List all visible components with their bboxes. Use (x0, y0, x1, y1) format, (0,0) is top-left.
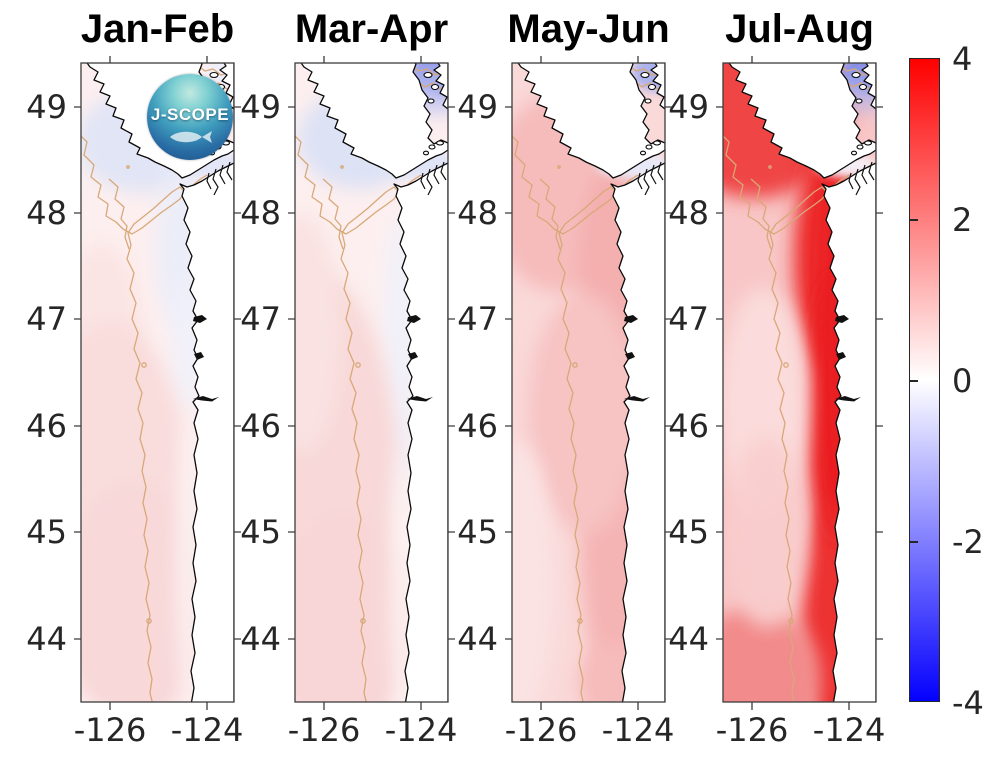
colorbar-tick (910, 541, 918, 543)
y-tick-label: 44 (240, 620, 281, 658)
colorbar (909, 58, 940, 702)
anomaly-map-mar-apr (287, 55, 456, 711)
y-tick-label: 44 (668, 620, 709, 658)
y-tick-label: 44 (457, 620, 498, 658)
jscope-logo-text: J-SCOPE (150, 105, 230, 124)
y-tick-label: 48 (240, 194, 281, 232)
y-tick-label: 47 (26, 300, 67, 338)
colorbar-tick-label: 2 (952, 201, 973, 239)
map-panel-jul-aug: Jul-Aug 49 48 47 46 45 44 -126 -124 (668, 7, 885, 749)
y-tick-label: 46 (26, 407, 67, 445)
x-tick-label: -124 (384, 711, 458, 749)
y-tick-label: 48 (668, 194, 709, 232)
x-tick-label: -126 (504, 711, 578, 749)
colorbar-tick (910, 219, 918, 221)
y-tick-label: 44 (26, 620, 67, 658)
anomaly-map-jan-feb (73, 55, 242, 711)
x-tick-label: -126 (715, 711, 789, 749)
y-tick-label: 48 (457, 194, 498, 232)
colorbar-tick (910, 380, 918, 382)
y-tick-label: 49 (240, 88, 281, 126)
y-tick-label: 46 (668, 407, 709, 445)
y-tick-label: 49 (26, 88, 67, 126)
y-tick-label: 46 (240, 407, 281, 445)
map-panel-mar-apr: Mar-Apr 49 48 47 46 45 44 -126 -124 (240, 7, 457, 749)
y-tick-label: 47 (240, 300, 281, 338)
panel-title: Jan-Feb (80, 7, 235, 51)
y-tick-label: 48 (26, 194, 67, 232)
map-panel-may-jun: May-Jun 49 48 47 46 45 44 -126 -124 (457, 7, 674, 749)
y-tick-label: 45 (457, 513, 498, 551)
colorbar-tick-label: -4 (952, 684, 984, 722)
colorbar-tick-label: -2 (952, 523, 984, 561)
y-tick-label: 49 (668, 88, 709, 126)
y-tick-label: 47 (457, 300, 498, 338)
x-tick-label: -124 (601, 711, 675, 749)
anomaly-field (512, 63, 665, 702)
y-tick-label: 45 (668, 513, 709, 551)
map-panel-jan-feb: Jan-Feb 49 48 47 46 45 44 -126 -124 (26, 7, 243, 749)
fish-icon (170, 131, 212, 143)
x-tick-label: -124 (812, 711, 886, 749)
y-tick-label: 49 (457, 88, 498, 126)
x-tick-label: -124 (170, 711, 244, 749)
x-tick-label: -126 (287, 711, 361, 749)
colorbar-tick-label: 0 (952, 362, 973, 400)
y-tick-label: 46 (457, 407, 498, 445)
y-tick-label: 47 (668, 300, 709, 338)
y-tick-label: 45 (26, 513, 67, 551)
jscope-logo: J-SCOPE (147, 74, 233, 160)
anomaly-map-may-jun (504, 55, 673, 711)
panel-title: May-Jun (507, 7, 670, 51)
anomaly-map-jul-aug (715, 55, 884, 711)
panel-title: Mar-Apr (294, 7, 449, 51)
panel-title: Jul-Aug (725, 7, 874, 51)
y-tick-label: 45 (240, 513, 281, 551)
colorbar-tick-label: 4 (952, 40, 973, 78)
x-tick-label: -126 (73, 711, 147, 749)
